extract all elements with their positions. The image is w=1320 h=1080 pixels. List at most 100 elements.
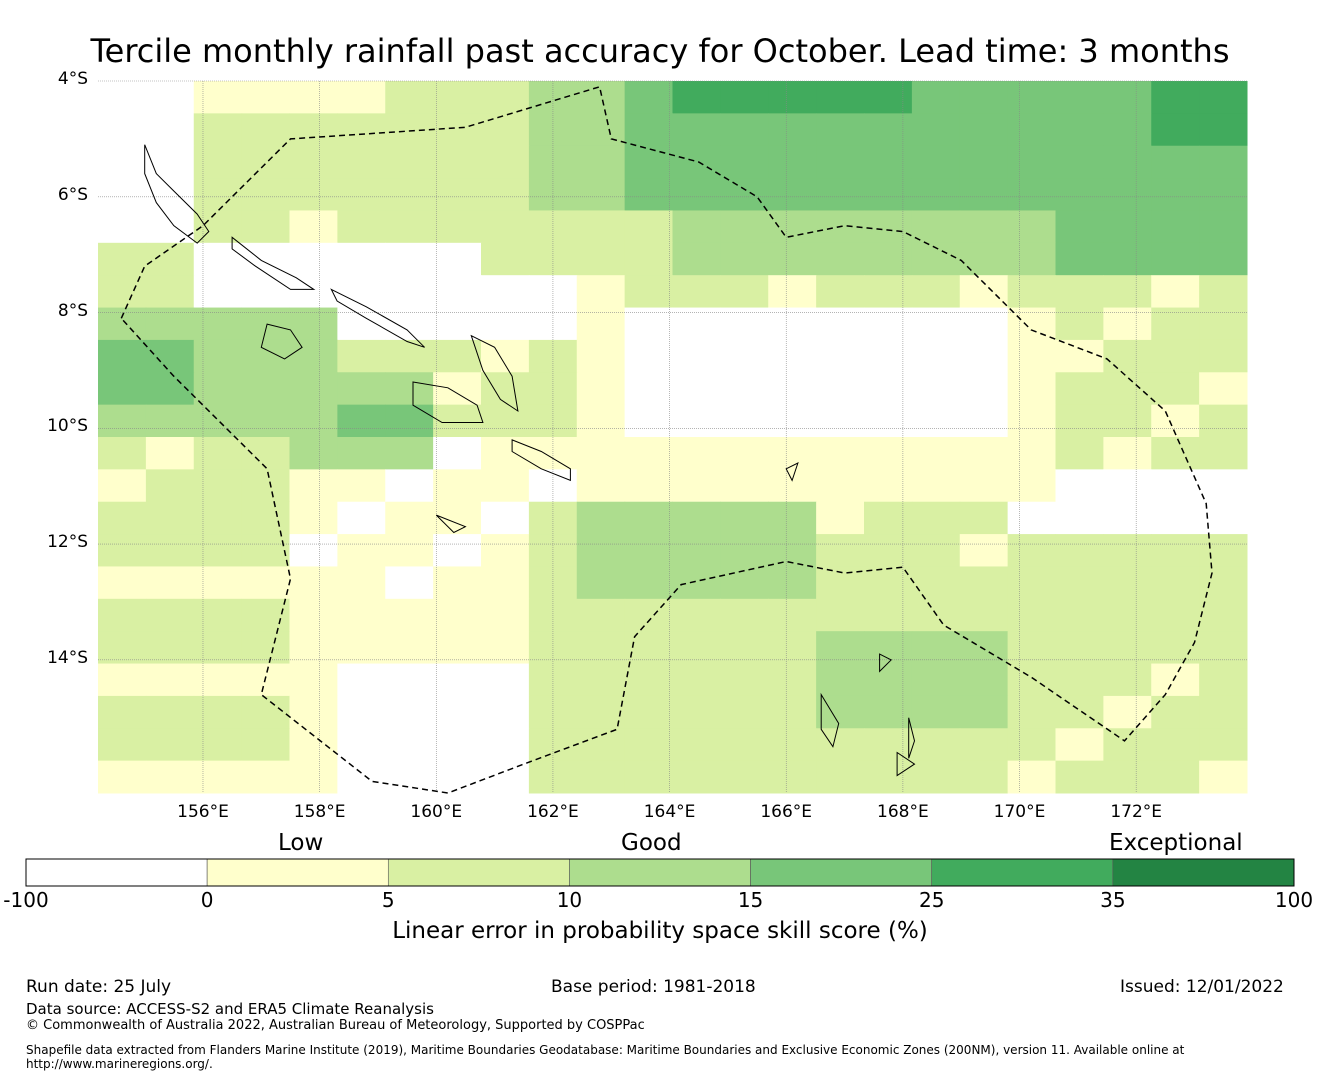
skill-cell <box>720 437 769 470</box>
skill-cell <box>959 307 1009 341</box>
skill-cell <box>624 566 674 600</box>
skill-cell <box>1103 501 1152 535</box>
skill-cell <box>672 275 721 309</box>
skill-cell <box>433 566 482 600</box>
skill-cell <box>481 760 530 794</box>
skill-cell <box>576 307 626 341</box>
skill-cell <box>337 81 386 114</box>
lat-tick-label: 4°S <box>57 69 88 89</box>
skill-cell <box>1151 760 1200 794</box>
skill-cell <box>864 469 913 503</box>
skill-cell <box>768 178 817 211</box>
skill-cell <box>1007 728 1057 762</box>
skill-cell <box>1055 210 1104 244</box>
skill-cell <box>193 307 243 341</box>
skill-cell <box>1151 339 1200 373</box>
skill-cell <box>672 145 721 179</box>
skill-cell <box>1055 372 1104 406</box>
skill-cell <box>576 501 626 535</box>
lat-tick-label: 10°S <box>47 416 88 437</box>
skill-cell <box>672 631 721 665</box>
skill-cell <box>624 210 674 244</box>
skill-cell <box>98 534 147 567</box>
skill-cell <box>1055 81 1104 114</box>
skill-cell <box>576 695 626 729</box>
skill-cell <box>337 404 386 438</box>
skill-cell <box>1151 81 1200 114</box>
skill-cell <box>768 339 817 373</box>
skill-cell <box>289 534 338 567</box>
skill-cell <box>672 404 721 438</box>
skill-cell <box>193 469 243 503</box>
skill-cell <box>624 631 674 665</box>
skill-cell <box>576 437 626 470</box>
skill-cell <box>193 598 243 632</box>
skill-cell <box>1055 566 1104 600</box>
skill-cell <box>1151 501 1200 535</box>
skill-cell <box>624 275 674 309</box>
skill-cell <box>864 178 913 211</box>
lon-tick-label: 164°E <box>643 802 696 822</box>
skill-cell <box>241 339 291 373</box>
skill-cell <box>576 663 626 697</box>
skill-cell <box>624 113 674 147</box>
skill-cell <box>241 81 291 114</box>
lat-tick-label: 8°S <box>57 300 88 321</box>
skill-cell <box>98 242 147 276</box>
skill-cell <box>624 307 674 341</box>
skill-cell <box>481 210 530 244</box>
skill-cell <box>816 113 865 147</box>
skill-cell <box>289 760 338 794</box>
skill-cell <box>481 566 530 600</box>
skill-cell <box>241 631 291 665</box>
skill-cell <box>433 210 482 244</box>
skill-cell <box>959 566 1009 600</box>
skill-cell <box>911 663 961 697</box>
skill-cell <box>433 242 482 276</box>
skill-cell <box>337 631 386 665</box>
skill-cell <box>433 437 482 470</box>
skill-cell <box>576 145 626 179</box>
skill-cell <box>672 469 721 503</box>
skill-cell <box>864 113 913 147</box>
data-source: Data source: ACCESS-S2 and ERA5 Climate … <box>26 1000 434 1018</box>
skill-cell <box>720 631 769 665</box>
skill-cell <box>481 113 530 147</box>
skill-cell <box>1007 534 1057 567</box>
skill-cell <box>959 404 1009 438</box>
skill-cell <box>768 145 817 179</box>
skill-cell <box>1103 210 1152 244</box>
skill-cell <box>1055 631 1104 665</box>
skill-cell <box>576 210 626 244</box>
skill-cell <box>672 663 721 697</box>
skill-cell <box>481 81 530 114</box>
skill-cell <box>1151 178 1200 211</box>
skill-cell <box>1055 695 1104 729</box>
skill-cell <box>337 145 386 179</box>
skill-cell <box>481 695 530 729</box>
skill-cell <box>1007 760 1057 794</box>
skill-cell <box>1103 695 1152 729</box>
skill-cell <box>864 728 913 762</box>
skill-cell <box>720 469 769 503</box>
skill-cell <box>337 663 386 697</box>
skill-cell <box>911 307 961 341</box>
skill-cell <box>1199 663 1248 697</box>
skill-cell <box>481 437 530 470</box>
skill-cell <box>816 339 865 373</box>
skill-cell <box>289 81 338 114</box>
skill-cell <box>911 113 961 147</box>
skill-cell <box>433 631 482 665</box>
colorbar-tick-label: 5 <box>381 888 395 912</box>
skill-cell <box>672 695 721 729</box>
skill-cell <box>481 631 530 665</box>
skill-cell <box>289 242 338 276</box>
shapefile-url: http://www.marineregions.org/. <box>26 1057 213 1071</box>
skill-cell <box>1199 242 1248 276</box>
skill-cell <box>911 275 961 309</box>
skill-cell <box>768 210 817 244</box>
skill-cell <box>481 178 530 211</box>
skill-cell <box>672 339 721 373</box>
skill-cell <box>864 242 913 276</box>
skill-cell <box>1151 598 1200 632</box>
